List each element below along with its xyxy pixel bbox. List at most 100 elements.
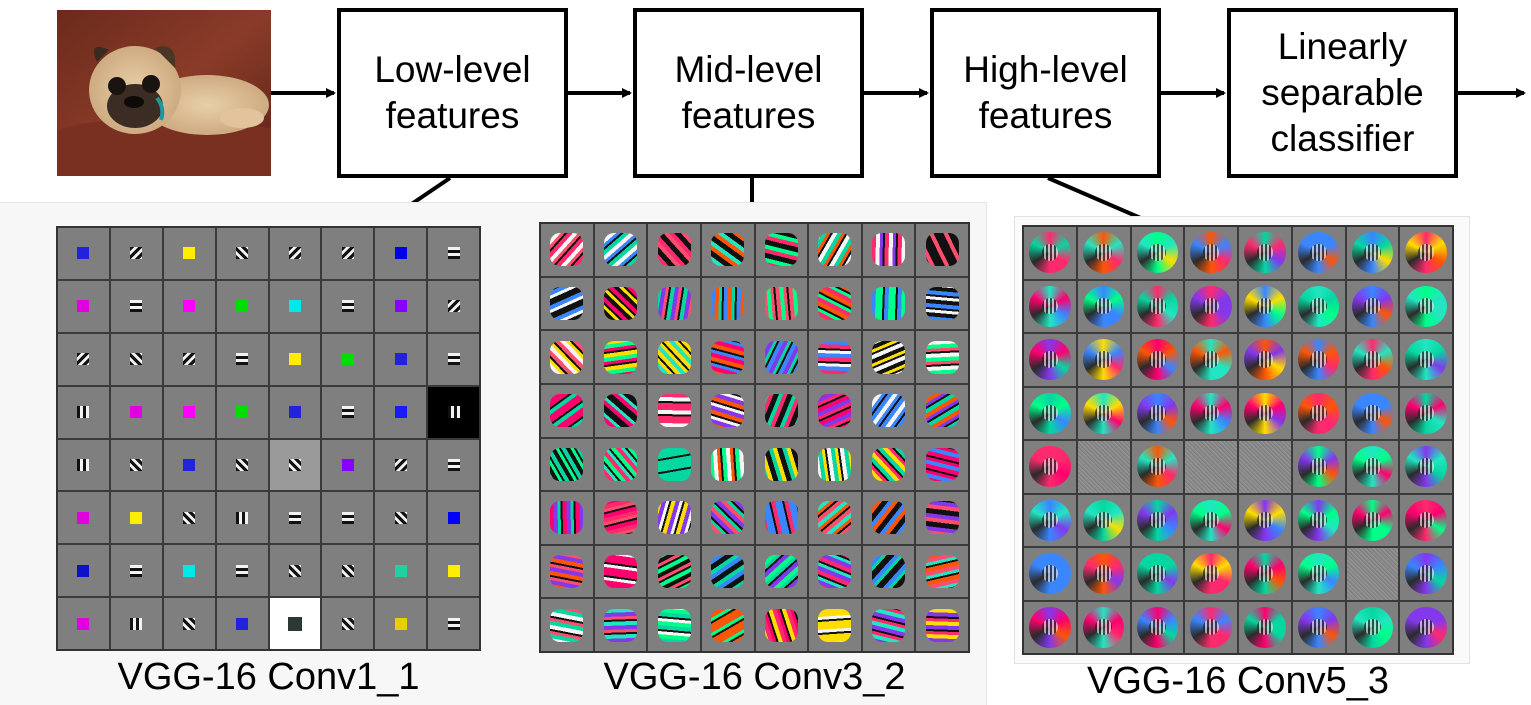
filter-cell xyxy=(58,545,109,597)
filter-core xyxy=(1256,404,1274,422)
filter-cell xyxy=(916,599,968,651)
filter-core xyxy=(1202,404,1220,422)
filter-core xyxy=(1202,244,1220,261)
conv1-filter-grid xyxy=(56,226,481,651)
filter-patch xyxy=(550,394,584,428)
filter-core xyxy=(1364,618,1381,636)
filter-cell xyxy=(1077,387,1130,439)
filter-cell xyxy=(375,492,427,544)
filter-patch xyxy=(236,617,249,630)
filter-cell xyxy=(1185,280,1237,332)
filter-core xyxy=(1417,297,1435,315)
filter-patch xyxy=(1405,499,1447,541)
filter-cell xyxy=(1239,548,1291,600)
filter-cell xyxy=(1185,441,1237,493)
filter-patch xyxy=(394,353,407,366)
filter-core xyxy=(1417,404,1435,422)
filter-cell xyxy=(755,224,808,276)
filter-cell xyxy=(1024,387,1076,439)
filter-patch xyxy=(603,286,637,320)
filter-core xyxy=(1041,297,1059,315)
filter-core xyxy=(1095,351,1112,368)
filter-cell xyxy=(322,439,374,491)
filter-patch xyxy=(394,406,407,419)
filter-cell xyxy=(1400,601,1452,653)
filter-patch xyxy=(711,340,745,374)
filter-cell xyxy=(541,545,593,598)
filter-cell xyxy=(648,438,700,491)
filter-patch xyxy=(550,233,584,267)
filter-patch xyxy=(1082,392,1125,434)
filter-cell xyxy=(428,545,479,597)
filter-cell xyxy=(755,384,808,437)
filter-cell xyxy=(110,228,162,279)
filter-cell xyxy=(58,333,109,385)
filter-patch xyxy=(1297,392,1340,434)
filter-cell xyxy=(216,228,268,279)
filter-cell xyxy=(216,280,268,332)
filter-cell xyxy=(1077,441,1130,493)
filter-cell xyxy=(755,277,808,330)
stage-label: Mid-level features xyxy=(674,49,823,136)
filter-patch xyxy=(872,233,906,267)
filter-cell xyxy=(216,333,268,385)
filter-cell xyxy=(594,438,647,491)
filter-patch xyxy=(1136,392,1179,434)
filter-patch xyxy=(394,300,407,313)
connector-high xyxy=(1047,176,1151,224)
filter-core xyxy=(1417,511,1435,529)
filter-cell xyxy=(58,386,109,438)
filter-patch xyxy=(341,511,354,524)
filter-core xyxy=(1149,351,1166,368)
filter-patch xyxy=(1405,392,1447,434)
filter-patch xyxy=(764,233,798,267)
filter-patch xyxy=(657,447,691,481)
filter-cell xyxy=(375,280,427,332)
filter-patch xyxy=(1190,285,1232,327)
filter-patch xyxy=(130,617,143,630)
filter-cell xyxy=(58,439,109,491)
filter-cell xyxy=(1024,227,1076,279)
filter-patch xyxy=(711,555,745,589)
filter-patch xyxy=(77,247,90,260)
filter-patch xyxy=(394,511,407,524)
filter-core xyxy=(1202,297,1220,315)
filter-patch xyxy=(1190,339,1232,381)
filter-cell xyxy=(701,277,754,330)
filter-cell xyxy=(269,598,321,649)
filter-patch xyxy=(1405,339,1447,381)
filter-cell xyxy=(1185,227,1237,279)
filter-cell xyxy=(1346,227,1399,279)
conv5-filter-grid xyxy=(1022,225,1454,655)
filter-patch xyxy=(764,340,798,374)
filter-cell xyxy=(1077,227,1130,279)
filter-core xyxy=(1310,511,1327,529)
filter-patch xyxy=(1190,392,1232,434)
filter-core xyxy=(1417,458,1435,475)
filter-core xyxy=(1095,244,1112,261)
filter-patch xyxy=(1136,499,1179,541)
filter-patch xyxy=(183,406,196,419)
filter-patch xyxy=(818,233,852,267)
filter-cell xyxy=(58,228,109,279)
filter-cell xyxy=(163,598,215,649)
filter-cell xyxy=(594,492,647,544)
filter-cell xyxy=(1346,387,1399,439)
filter-patch xyxy=(77,511,90,524)
filter-cell xyxy=(541,438,593,491)
filter-patch xyxy=(130,564,143,577)
filter-patch xyxy=(1136,339,1179,381)
filter-cell xyxy=(1131,280,1184,332)
filter-cell xyxy=(701,438,754,491)
filter-cell xyxy=(322,598,374,649)
filter-cell xyxy=(1400,334,1452,386)
filter-core xyxy=(1310,618,1327,636)
filter-patch xyxy=(711,286,745,320)
filter-cell xyxy=(701,545,754,598)
filter-core xyxy=(1149,297,1166,315)
filter-patch xyxy=(1297,446,1340,488)
filter-cell xyxy=(428,492,479,544)
filter-cell xyxy=(1077,601,1130,653)
filter-cell xyxy=(269,492,321,544)
filter-cell xyxy=(375,386,427,438)
